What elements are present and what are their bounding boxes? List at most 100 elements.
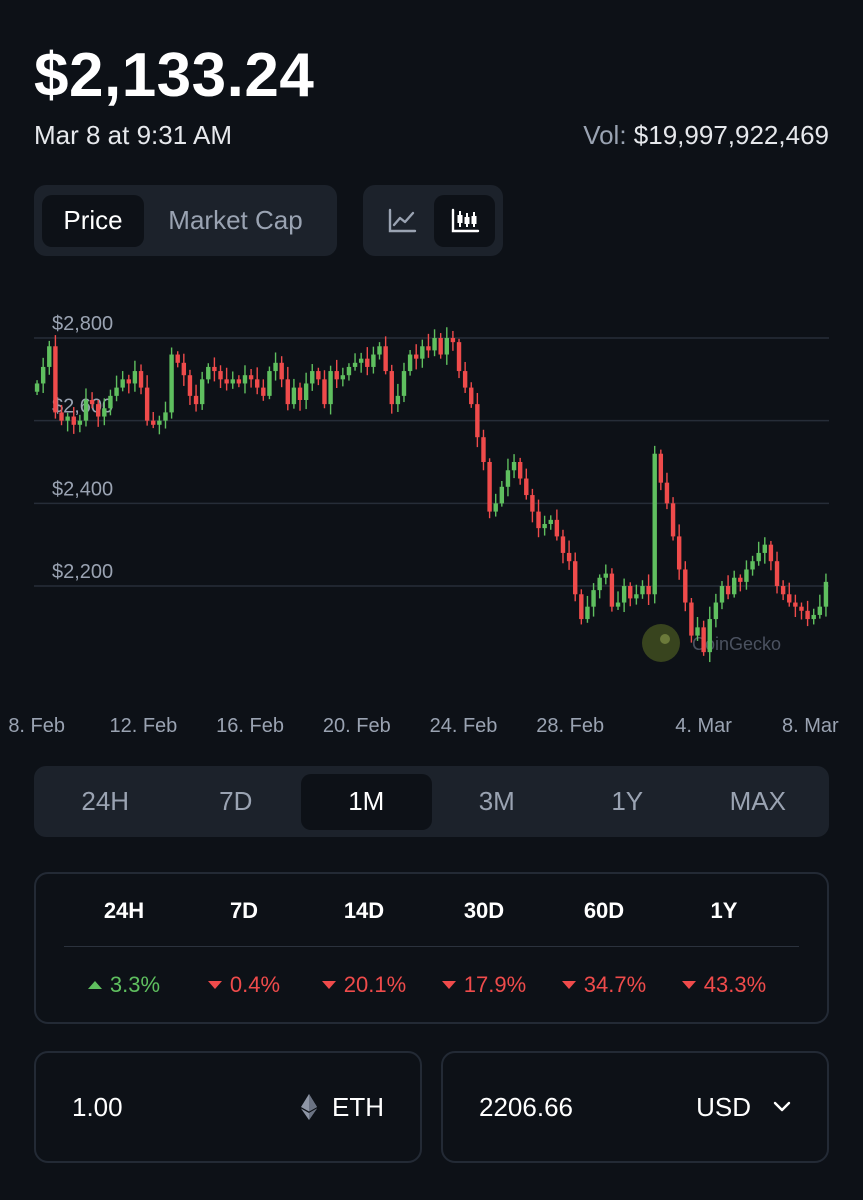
candle-down xyxy=(768,544,774,562)
candle-up xyxy=(83,400,89,421)
candle-up xyxy=(120,379,125,388)
candle-down xyxy=(71,416,76,425)
x-tick-label: 16. Feb xyxy=(216,715,284,737)
candle-down xyxy=(414,354,419,359)
crypto-symbol: ETH xyxy=(332,1091,384,1122)
time-range-selector: 24H 7D 1M 3M 1Y MAX xyxy=(34,766,829,837)
candle-up xyxy=(432,338,437,351)
candle-up xyxy=(444,338,449,355)
candle-up xyxy=(340,375,346,380)
candle-up xyxy=(762,544,767,553)
candle-down xyxy=(322,379,327,405)
candle-up xyxy=(548,519,553,524)
candle-up xyxy=(597,577,602,591)
ethereum-icon xyxy=(301,1094,317,1120)
change-value: 3.3% xyxy=(64,972,184,998)
candle-down xyxy=(793,602,798,607)
candle-down xyxy=(96,404,101,417)
candle-down xyxy=(560,536,566,553)
candle-up xyxy=(811,614,816,620)
x-tick-label: 24. Feb xyxy=(430,715,498,737)
volume-label: Vol: xyxy=(583,120,627,150)
candle-up xyxy=(634,594,639,599)
candle-down xyxy=(181,362,187,376)
candle-up xyxy=(102,408,107,417)
candle-down xyxy=(573,561,578,595)
candle-up xyxy=(542,524,547,529)
candle-up xyxy=(493,503,498,512)
candle-down xyxy=(579,594,584,620)
candle-down xyxy=(670,503,676,537)
candle-down xyxy=(701,627,706,653)
triangle-up-icon xyxy=(87,981,102,989)
coingecko-eye-icon xyxy=(660,634,670,644)
crypto-unit: ETH xyxy=(300,1092,384,1123)
range-1y-button[interactable]: 1Y xyxy=(611,786,644,816)
fiat-symbol: USD xyxy=(696,1091,751,1122)
change-value: 43.3% xyxy=(664,972,784,998)
volume-value: $19,997,922,469 xyxy=(633,120,829,150)
candle-up xyxy=(291,387,297,405)
price-timestamp: Mar 8 at 9:31 AM xyxy=(34,120,232,150)
range-1m-button[interactable]: 1M xyxy=(301,773,432,830)
candle-up xyxy=(352,362,358,367)
candle-up xyxy=(823,581,829,607)
candle-up xyxy=(707,619,712,653)
x-tick-label: 20. Feb xyxy=(323,715,391,737)
x-tick-label: 28. Feb xyxy=(536,715,604,737)
crypto-amount-field[interactable]: 1.00 ETH xyxy=(34,1051,422,1163)
range-24h-button[interactable]: 24H xyxy=(81,786,130,816)
candle-down xyxy=(365,358,370,367)
triangle-down-icon xyxy=(681,981,696,989)
candle-down xyxy=(646,586,651,595)
candle-down xyxy=(438,338,443,355)
candle-down xyxy=(450,338,456,343)
candle-up xyxy=(303,383,309,400)
metric-toggle: Price Market Cap xyxy=(34,185,337,256)
candle-up xyxy=(640,586,645,595)
y-tick-label: $2,400 xyxy=(52,478,113,500)
candle-down xyxy=(774,561,780,586)
candle-down xyxy=(279,362,284,380)
currency-selector[interactable]: USD xyxy=(696,1092,791,1123)
period-header: 14D xyxy=(343,898,385,923)
change-text: 20.1% xyxy=(343,972,407,997)
fiat-amount-field[interactable]: 2206.66 USD xyxy=(441,1051,829,1163)
crypto-amount-value[interactable]: 1.00 xyxy=(72,1091,123,1122)
candle-down xyxy=(530,495,535,512)
range-max-button[interactable]: MAX xyxy=(729,786,786,816)
period-header: 60D xyxy=(583,898,625,923)
candlestick-chart-button[interactable] xyxy=(434,194,495,247)
candle-down xyxy=(609,573,615,607)
range-3m-button[interactable]: 3M xyxy=(478,786,515,816)
tab-market-cap[interactable]: Market Cap xyxy=(168,205,303,235)
fiat-amount-value[interactable]: 2206.66 xyxy=(479,1091,573,1122)
price-chart-area[interactable]: $2,200 $2,400 $2,600 $2,800 CoinGecko 8. Feb 1… xyxy=(0,300,863,750)
candle-down xyxy=(738,577,743,582)
change-text: 3.3% xyxy=(109,972,161,997)
tab-price[interactable]: Price xyxy=(42,194,144,247)
candle-down xyxy=(805,610,810,620)
candle-down xyxy=(236,379,242,384)
candle-up xyxy=(719,586,725,603)
candle-down xyxy=(469,387,474,405)
period-header: 7D xyxy=(229,898,259,923)
candle-up xyxy=(499,486,505,504)
change-value: 0.4% xyxy=(184,972,304,998)
candle-down xyxy=(780,586,786,595)
candle-down xyxy=(725,586,731,595)
triangle-down-icon xyxy=(207,981,222,989)
candle-down xyxy=(628,586,633,599)
range-7d-button[interactable]: 7D xyxy=(219,786,253,816)
candle-up xyxy=(206,366,211,380)
candle-up xyxy=(273,362,278,372)
x-tick-label: 8. Mar xyxy=(782,715,839,737)
candle-up xyxy=(65,416,70,421)
change-text: 17.9% xyxy=(463,972,527,997)
line-chart-button[interactable] xyxy=(371,195,432,247)
candlestick-chart-icon xyxy=(451,208,479,232)
candle-down xyxy=(224,379,229,384)
x-tick-label: 4. Mar xyxy=(675,715,732,737)
candle-down xyxy=(193,395,199,405)
